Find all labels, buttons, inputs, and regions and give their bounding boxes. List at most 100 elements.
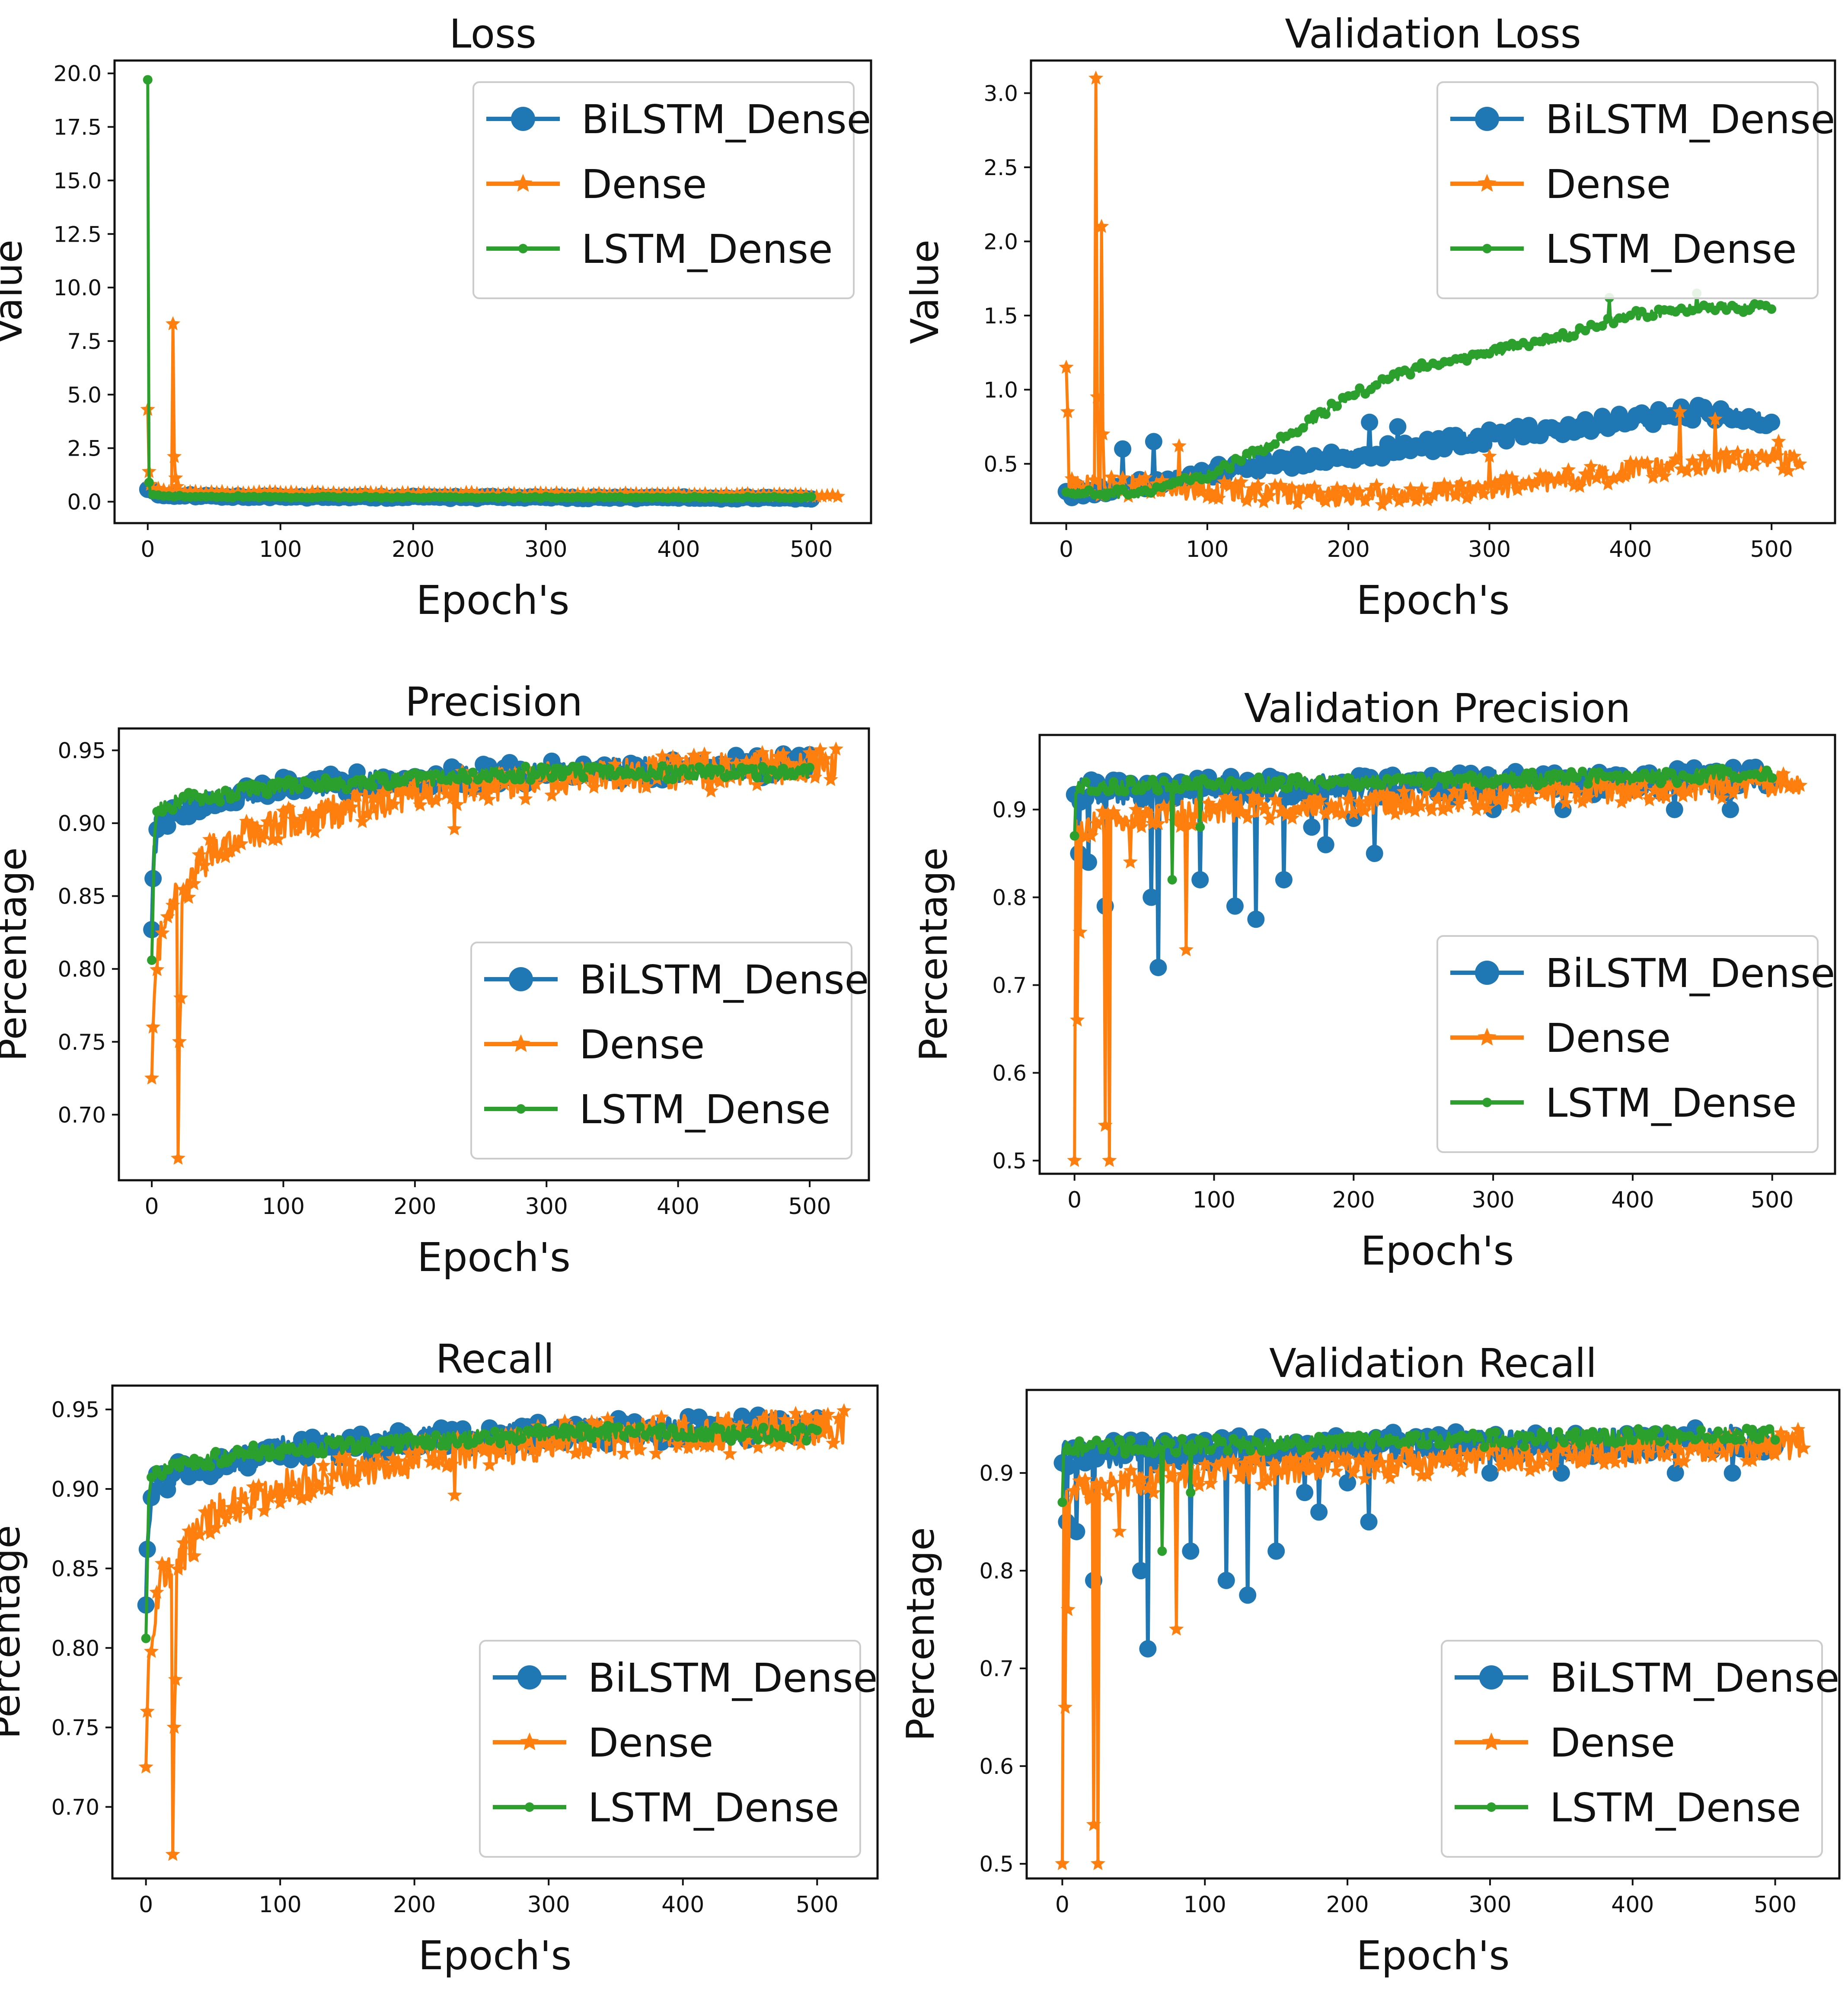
y-tick-label: 0.0 [67, 489, 102, 514]
data-point-dense [482, 1457, 497, 1472]
data-point-dense [439, 1458, 454, 1473]
data-point-dense [1781, 463, 1796, 477]
data-point-dense [1408, 1458, 1424, 1473]
data-point-lstm-dense [578, 773, 588, 783]
y-tick-label: 0.7 [979, 1656, 1014, 1681]
x-tick-label: 500 [1754, 1892, 1797, 1918]
data-point-dense [1476, 486, 1491, 501]
data-point-dense [391, 1453, 406, 1468]
series-lstm-dense [1057, 1424, 1780, 1556]
data-point-lstm-dense [1282, 783, 1292, 793]
data-point-lstm-dense [220, 786, 230, 795]
data-point-dense [544, 787, 559, 802]
data-point-dense [618, 773, 633, 788]
data-point-lstm-dense [1321, 409, 1331, 419]
data-point-lstm-dense [1513, 1431, 1523, 1441]
data-point-dense [1397, 489, 1412, 503]
data-point-dense [1596, 1456, 1612, 1470]
data-point-lstm-dense [1580, 326, 1590, 335]
data-point-bilstm-dense [1475, 435, 1493, 453]
data-point-dense [289, 1482, 304, 1497]
data-point-dense [770, 749, 786, 763]
data-point-dense [1589, 470, 1604, 485]
data-point-dense [702, 1438, 717, 1453]
data-point-dense [1534, 1456, 1549, 1471]
data-point-dense [712, 774, 728, 789]
data-point-lstm-dense [1622, 1426, 1632, 1436]
data-point-lstm-dense [1236, 456, 1246, 466]
data-point-dense [518, 791, 533, 805]
x-tick-label: 300 [1468, 1892, 1511, 1918]
data-point-lstm-dense [388, 1437, 398, 1447]
data-point-bilstm-dense [1182, 1542, 1200, 1560]
data-point-dense [823, 772, 838, 786]
data-point-dense [1668, 451, 1683, 466]
data-point-dense [675, 1416, 690, 1431]
data-point-dense [1312, 792, 1328, 807]
data-point-bilstm-dense [159, 1481, 176, 1498]
data-point-dense [1078, 1472, 1093, 1486]
data-point-dense [1787, 448, 1802, 463]
data-point-dense [1268, 792, 1283, 806]
data-point-dense [1558, 795, 1574, 809]
data-point-lstm-dense [552, 763, 562, 773]
data-point-lstm-dense [1177, 1434, 1187, 1444]
data-point-lstm-dense [515, 775, 525, 785]
data-point-dense [513, 778, 528, 793]
data-point-lstm-dense [1599, 1427, 1609, 1437]
data-point-dense [1212, 798, 1227, 812]
data-point-dense [1561, 462, 1576, 476]
data-point-lstm-dense [731, 770, 741, 780]
data-point-lstm-dense [1516, 779, 1526, 789]
data-point-dense [828, 741, 844, 756]
data-point-dense [223, 843, 238, 857]
data-point-lstm-dense [668, 774, 678, 784]
data-point-dense [1659, 789, 1674, 803]
y-tick-label: 15.0 [54, 168, 102, 193]
data-point-bilstm-dense [1149, 958, 1167, 976]
data-point-lstm-dense [581, 1423, 591, 1433]
data-point-dense [654, 748, 670, 763]
data-point-lstm-dense [1411, 1430, 1421, 1440]
data-point-lstm-dense [361, 1437, 371, 1447]
data-point-dense [364, 1457, 379, 1471]
data-point-lstm-dense [531, 770, 541, 780]
data-point-dense [168, 470, 183, 485]
data-point-lstm-dense [1215, 777, 1225, 787]
x-axis-label: Epoch's [416, 577, 570, 623]
data-point-dense [1090, 389, 1105, 404]
data-point-dense [326, 1468, 342, 1482]
data-point-dense [555, 777, 570, 792]
data-point-dense [1441, 800, 1456, 814]
data-point-dense [1368, 1459, 1384, 1474]
data-point-lstm-dense [468, 767, 478, 777]
data-point-dense [586, 779, 601, 794]
y-axis-label: Percentage [911, 847, 956, 1061]
data-point-lstm-dense [1167, 875, 1177, 885]
data-point-dense [1363, 482, 1379, 497]
data-point-dense [1138, 470, 1153, 484]
data-point-dense [1430, 792, 1445, 806]
chart-loss: 0 100 200 300 400 500 0.0 2.5 5.0 7.5 10.0 12.5 15.0… [0, 11, 872, 623]
data-point-dense [1676, 1454, 1692, 1468]
data-point-dense [1072, 924, 1088, 939]
data-point-lstm-dense [1103, 1438, 1113, 1448]
y-tick-label: 0.85 [51, 1556, 99, 1581]
data-point-dense [820, 1407, 836, 1421]
data-point-dense [150, 962, 165, 976]
data-point-dense [1163, 1469, 1178, 1484]
data-point-bilstm-dense [1296, 1484, 1314, 1501]
data-point-lstm-dense [1708, 1434, 1717, 1444]
data-point-dense [1491, 792, 1506, 807]
data-point-lstm-dense [495, 1439, 505, 1449]
data-point-dense [1542, 783, 1557, 797]
data-point-dense [1645, 470, 1661, 484]
data-point-bilstm-dense [1481, 1464, 1499, 1482]
data-point-dense [1094, 219, 1109, 233]
data-point-bilstm-dense [1132, 1562, 1149, 1580]
data-point-lstm-dense [1360, 1432, 1369, 1442]
data-point-dense [450, 797, 465, 811]
data-point-dense [176, 882, 191, 896]
legend-label-dense: Dense [1545, 1015, 1671, 1061]
data-point-dense [1647, 783, 1663, 797]
